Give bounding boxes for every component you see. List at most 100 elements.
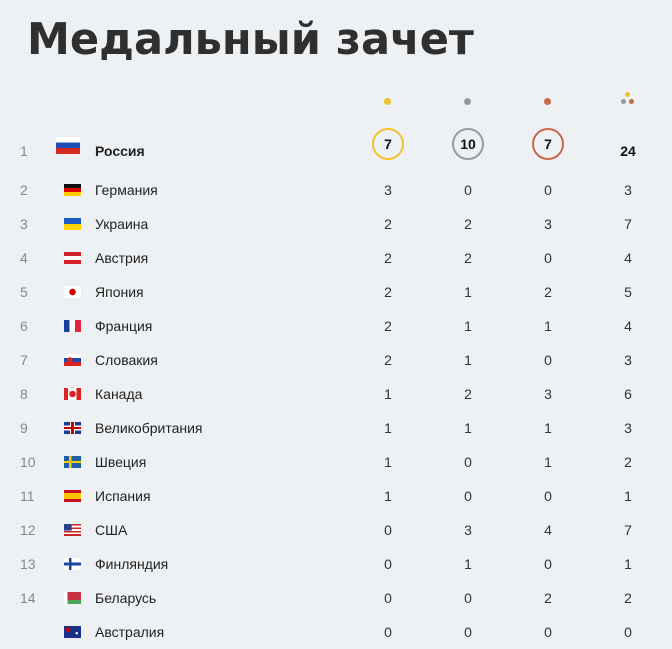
flag-de-icon (64, 184, 81, 196)
silver-count: 2 (464, 250, 472, 266)
bronze-count: 1 (544, 318, 552, 334)
bronze-count: 7 (532, 128, 564, 160)
country-name[interactable]: Австрия (95, 250, 149, 266)
gold-count: 0 (384, 522, 392, 538)
gold-count: 1 (384, 386, 392, 402)
bronze-count: 0 (544, 556, 552, 572)
flag-au-icon (64, 626, 81, 638)
country-name[interactable]: Россия (95, 143, 145, 159)
silver-count: 10 (452, 128, 484, 160)
country-name[interactable]: Финляндия (95, 556, 169, 572)
bronze-count: 0 (544, 352, 552, 368)
rank: 6 (20, 318, 28, 334)
flag-es-icon (64, 490, 81, 502)
silver-count: 0 (464, 488, 472, 504)
silver-count: 0 (464, 590, 472, 606)
silver-count: 1 (464, 420, 472, 436)
table-row: Австралия 0 0 0 0 (0, 615, 672, 649)
table-row: 10 Швеция 1 0 1 2 (0, 445, 672, 479)
rank: 13 (20, 556, 36, 572)
silver-count: 1 (464, 352, 472, 368)
silver-medal-icon (462, 96, 474, 108)
flag-at-icon (64, 252, 81, 264)
flag-ca-icon (64, 388, 81, 400)
flag-gb-icon (64, 422, 81, 434)
gold-count: 1 (384, 420, 392, 436)
flag-ua-icon (64, 218, 81, 230)
table-row: 6 Франция 2 1 1 4 (0, 309, 672, 343)
bronze-count: 1 (544, 420, 552, 436)
bronze-count: 0 (544, 624, 552, 640)
gold-count: 2 (384, 352, 392, 368)
gold-count: 1 (384, 488, 392, 504)
rank: 11 (20, 488, 35, 504)
table-row: 12 США 0 3 4 7 (0, 513, 672, 547)
rank: 14 (20, 590, 36, 606)
table-row: 9 Великобритания 1 1 1 3 (0, 411, 672, 445)
table-row: 2 Германия 3 0 0 3 (0, 173, 672, 207)
silver-count: 1 (464, 284, 472, 300)
rank: 9 (20, 420, 28, 436)
silver-count: 0 (464, 624, 472, 640)
country-name[interactable]: Япония (95, 284, 144, 300)
bronze-count: 0 (544, 182, 552, 198)
table-row: 14 Беларусь 0 0 2 2 (0, 581, 672, 615)
silver-count: 0 (464, 454, 472, 470)
table-row: 4 Австрия 2 2 0 4 (0, 241, 672, 275)
flag-by-icon (64, 592, 81, 604)
rank: 4 (20, 250, 28, 266)
silver-count: 1 (464, 318, 472, 334)
country-name[interactable]: Великобритания (95, 420, 203, 436)
flag-ru-icon (56, 137, 80, 154)
country-name[interactable]: США (95, 522, 128, 538)
total-count: 24 (620, 143, 636, 159)
silver-count: 3 (464, 522, 472, 538)
total-count: 0 (624, 624, 632, 640)
total-count: 2 (624, 590, 632, 606)
country-name[interactable]: Франция (95, 318, 153, 334)
total-count: 7 (624, 216, 632, 232)
country-name[interactable]: Испания (95, 488, 151, 504)
silver-count: 1 (464, 556, 472, 572)
total-count: 1 (624, 556, 632, 572)
country-name[interactable]: Канада (95, 386, 143, 402)
silver-count: 2 (464, 216, 472, 232)
bronze-count: 1 (544, 454, 552, 470)
rank: 2 (20, 182, 28, 198)
table-row: 13 Финляндия 0 1 0 1 (0, 547, 672, 581)
gold-count: 2 (384, 318, 392, 334)
total-count: 3 (624, 182, 632, 198)
bronze-count: 2 (544, 284, 552, 300)
bronze-medal-icon (542, 96, 554, 108)
country-name[interactable]: Австралия (95, 624, 165, 640)
bronze-count: 3 (544, 386, 552, 402)
rank: 7 (20, 352, 28, 368)
country-name[interactable]: Словакия (95, 352, 158, 368)
flag-fi-icon (64, 558, 81, 570)
total-count: 4 (624, 250, 632, 266)
gold-count: 3 (384, 182, 392, 198)
total-count: 3 (624, 352, 632, 368)
gold-count: 0 (384, 624, 392, 640)
flag-sk-icon (64, 354, 81, 366)
page-title: Медальный зачет (27, 14, 474, 65)
gold-count: 7 (372, 128, 404, 160)
gold-count: 1 (384, 454, 392, 470)
table-row: 3 Украина 2 2 3 7 (0, 207, 672, 241)
bronze-count: 4 (544, 522, 552, 538)
bronze-count: 3 (544, 216, 552, 232)
table-row: 7 Словакия 2 1 0 3 (0, 343, 672, 377)
country-name[interactable]: Беларусь (95, 590, 157, 606)
country-name[interactable]: Германия (95, 182, 158, 198)
table-row: 1 Россия 7 10 7 24 (0, 128, 672, 179)
bronze-count: 0 (544, 488, 552, 504)
country-name[interactable]: Швеция (95, 454, 147, 470)
rank: 8 (20, 386, 28, 402)
table-row: 8 Канада 1 2 3 6 (0, 377, 672, 411)
total-count: 5 (624, 284, 632, 300)
gold-count: 0 (384, 556, 392, 572)
country-name[interactable]: Украина (95, 216, 149, 232)
total-count: 7 (624, 522, 632, 538)
gold-count: 2 (384, 250, 392, 266)
rank: 12 (20, 522, 36, 538)
